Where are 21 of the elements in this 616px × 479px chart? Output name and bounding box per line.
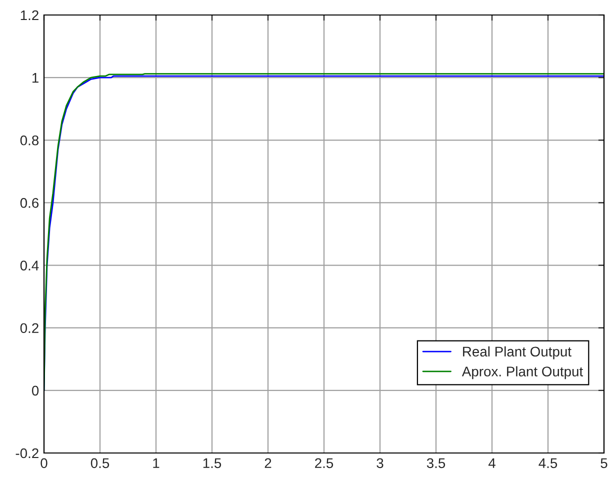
x-tick-label: 3: [376, 458, 384, 468]
y-tick-label: 1: [32, 73, 38, 83]
x-tick-label: 0: [40, 458, 48, 468]
legend-label: Real Plant Output: [463, 346, 572, 360]
x-tick-label: 4: [488, 458, 496, 468]
x-tick-label: 5: [600, 458, 608, 468]
x-tick-label: 3.5: [426, 458, 446, 468]
x-tick-label: 2: [264, 458, 272, 468]
x-tick-label: 1: [153, 458, 160, 468]
x-tick-label: 2.5: [315, 458, 334, 468]
y-tick-label: 0.6: [20, 198, 39, 208]
legend-label: Aprox. Plant Output: [462, 366, 584, 380]
x-tick-label: 4.5: [538, 458, 558, 468]
y-tick-label: 0.8: [20, 135, 39, 146]
y-tick-label: -0.2: [16, 448, 38, 458]
y-tick-label: 0: [32, 386, 39, 396]
x-tick-label: 0.5: [90, 458, 110, 468]
y-tick-label: 1.2: [20, 10, 38, 20]
y-tick-label: 0.2: [20, 323, 38, 334]
y-tick-label: 0.4: [20, 260, 39, 270]
x-tick-label: 1.5: [203, 458, 222, 468]
